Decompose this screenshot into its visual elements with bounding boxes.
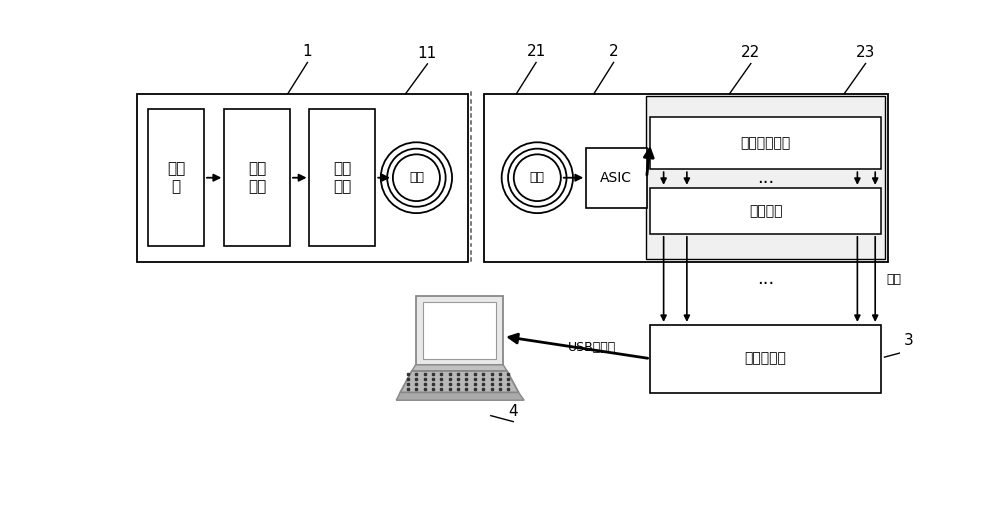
Bar xyxy=(646,96,885,260)
Bar xyxy=(650,117,881,169)
Text: 3: 3 xyxy=(904,333,913,348)
Text: 11: 11 xyxy=(418,46,437,61)
Text: 23: 23 xyxy=(856,46,875,60)
Text: 数据采集器: 数据采集器 xyxy=(745,352,786,366)
Polygon shape xyxy=(416,295,503,365)
Text: 麦克
风: 麦克 风 xyxy=(167,161,185,194)
Text: 4: 4 xyxy=(508,403,518,418)
Text: ...: ... xyxy=(757,270,774,288)
Text: 电极模拟电路: 电极模拟电路 xyxy=(740,136,791,150)
Polygon shape xyxy=(400,371,519,393)
Bar xyxy=(309,109,375,246)
Text: 导线: 导线 xyxy=(886,273,901,286)
Text: USB数据线: USB数据线 xyxy=(568,340,616,354)
Bar xyxy=(650,325,881,393)
Text: 接口电路: 接口电路 xyxy=(749,204,782,218)
Text: 编码
发射: 编码 发射 xyxy=(333,161,352,194)
Text: 2: 2 xyxy=(609,45,618,59)
Text: ASIC: ASIC xyxy=(600,170,632,185)
Bar xyxy=(650,188,881,234)
Polygon shape xyxy=(423,303,496,359)
Bar xyxy=(148,109,204,246)
Polygon shape xyxy=(412,365,507,371)
Bar xyxy=(586,147,647,208)
Bar xyxy=(137,94,468,262)
Text: 线圈: 线圈 xyxy=(409,171,424,184)
Polygon shape xyxy=(396,393,524,400)
Bar xyxy=(484,94,888,262)
Text: 22: 22 xyxy=(741,46,760,60)
Text: ...: ... xyxy=(757,169,774,187)
Text: 声音
处理: 声音 处理 xyxy=(248,161,266,194)
Bar xyxy=(224,109,290,246)
Text: 线圈: 线圈 xyxy=(530,171,545,184)
Text: 1: 1 xyxy=(303,45,312,59)
Text: 21: 21 xyxy=(526,45,546,59)
